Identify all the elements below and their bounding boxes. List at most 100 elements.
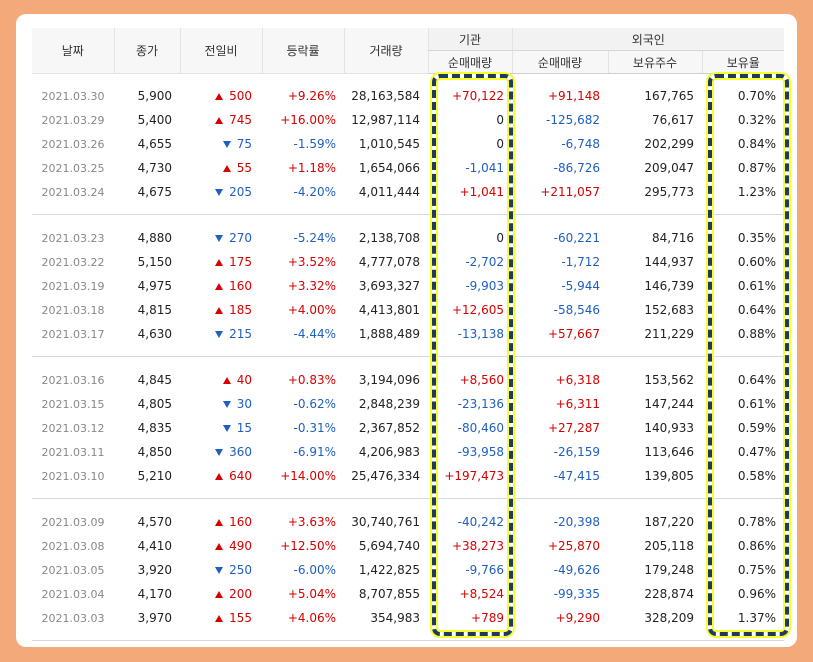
cell-change-value: 745 (229, 113, 252, 127)
group-spacer (32, 204, 784, 215)
cell-close: 4,850 (137, 445, 172, 459)
group-spacer (32, 630, 784, 641)
table-row: 2021.03.12 4,835 15 -0.31% 2,367,852 -80,460 +… (32, 416, 784, 440)
cell-foreign-hold: 228,874 (644, 587, 694, 601)
header-close: 종가 (113, 28, 180, 74)
cell-date: 2021.03.12 (41, 421, 105, 435)
spacer-cell (32, 630, 784, 641)
group-spacer (32, 346, 784, 357)
cell-foreign-hold: 84,716 (652, 231, 694, 245)
cell-change: 55 (180, 156, 262, 180)
cell-volume: 2,367,852 (358, 421, 420, 435)
header-foreign-ratio: 보유율 (701, 50, 785, 74)
cell-foreign-hold: 139,805 (644, 469, 694, 483)
header-foreign-net: 순매매량 (511, 50, 608, 74)
table-row: 2021.03.03 3,970 155 +4.06% 354,983 +789 +9,29… (32, 606, 784, 630)
cell-change-value: 490 (229, 539, 252, 553)
divider-cell (32, 356, 785, 358)
cell-rate: +12.50% (280, 539, 336, 553)
cell-volume: 2,848,239 (358, 397, 420, 411)
cell-close: 4,880 (137, 231, 172, 245)
table-row: 2021.03.30 5,900 500 +9.26% 28,163,584 +70,12… (32, 84, 784, 108)
cell-foreign-hold: 153,562 (644, 373, 694, 387)
cell-foreign-net: +91,148 (547, 89, 600, 103)
down-triangle-icon (215, 189, 224, 196)
cell-foreign-ratio: 0.88% (737, 327, 777, 341)
cell-close: 4,570 (137, 515, 172, 529)
cell-volume: 4,011,444 (358, 185, 420, 199)
cell-rate: +1.18% (287, 161, 336, 175)
cell-rate: -6.91% (293, 445, 336, 459)
cell-volume: 1,654,066 (358, 161, 420, 175)
up-triangle-icon (222, 377, 231, 384)
cell-rate: +4.00% (287, 303, 336, 317)
cell-inst-net: 0 (496, 137, 504, 151)
cell-change-value: 55 (236, 161, 252, 175)
cell-volume: 1,888,489 (358, 327, 420, 341)
cell-change: 500 (180, 84, 262, 108)
cell-inst-net: 0 (496, 113, 504, 127)
table-row: 2021.03.05 3,920 250 -6.00% 1,422,825 -9,766 -… (32, 558, 784, 582)
cell-change: 30 (180, 392, 262, 416)
cell-inst-net: +1,041 (459, 185, 504, 199)
cell-change-value: 360 (229, 445, 252, 459)
cell-change: 160 (180, 510, 262, 534)
up-triangle-icon (215, 307, 224, 314)
cell-foreign-hold: 211,229 (644, 327, 694, 341)
table-row: 2021.03.26 4,655 75 -1.59% 1,010,545 0 -6,748 2… (32, 132, 784, 156)
cell-inst-net: +789 (471, 611, 504, 625)
group-spacer (32, 74, 784, 85)
cell-inst-net: -23,136 (457, 397, 504, 411)
cell-foreign-ratio: 0.64% (737, 373, 777, 387)
cell-foreign-hold: 205,118 (644, 539, 694, 553)
cell-volume: 2,138,708 (358, 231, 420, 245)
cell-foreign-ratio: 0.64% (737, 303, 777, 317)
cell-change: 640 (180, 464, 262, 488)
cell-change-value: 160 (229, 515, 252, 529)
cell-foreign-ratio: 0.96% (737, 587, 777, 601)
cell-change: 75 (180, 132, 262, 156)
header-volume: 거래량 (343, 28, 428, 74)
cell-date: 2021.03.18 (41, 303, 105, 317)
cell-change: 200 (180, 582, 262, 606)
cell-inst-net: -40,242 (457, 515, 504, 529)
cell-close: 3,970 (137, 611, 172, 625)
cell-close: 4,170 (137, 587, 172, 601)
cell-change: 155 (180, 606, 262, 630)
cell-foreign-net: +57,667 (547, 327, 600, 341)
group-spacer (32, 488, 784, 499)
cell-foreign-net: +6,311 (555, 397, 600, 411)
table-row: 2021.03.22 5,150 175 +3.52% 4,777,078 -2,702 -… (32, 250, 784, 274)
cell-rate: +3.63% (287, 515, 336, 529)
cell-change: 250 (180, 558, 262, 582)
cell-date: 2021.03.24 (41, 185, 105, 199)
cell-rate: -1.59% (293, 137, 336, 151)
cell-foreign-net: +25,870 (547, 539, 600, 553)
cell-inst-net: -9,766 (465, 563, 504, 577)
cell-foreign-net: +27,287 (547, 421, 600, 435)
cell-foreign-hold: 147,244 (644, 397, 694, 411)
cell-close: 4,845 (137, 373, 172, 387)
cell-change: 360 (180, 440, 262, 464)
cell-inst-net: +197,473 (444, 469, 504, 483)
cell-date: 2021.03.17 (41, 327, 105, 341)
cell-foreign-ratio: 0.78% (737, 515, 777, 529)
cell-rate: +3.32% (287, 279, 336, 293)
cell-close: 5,210 (137, 469, 172, 483)
cell-volume: 8,707,855 (358, 587, 420, 601)
group-divider (32, 640, 785, 642)
cell-change: 745 (180, 108, 262, 132)
cell-change-value: 30 (236, 397, 252, 411)
down-triangle-icon (215, 331, 224, 338)
cell-foreign-ratio: 0.35% (737, 231, 777, 245)
table-row: 2021.03.11 4,850 360 -6.91% 4,206,983 -93,958… (32, 440, 784, 464)
cell-foreign-ratio: 0.87% (737, 161, 777, 175)
cell-close: 4,975 (137, 279, 172, 293)
cell-change-value: 250 (229, 563, 252, 577)
cell-change: 160 (180, 274, 262, 298)
cell-foreign-net: +211,057 (540, 185, 600, 199)
cell-date: 2021.03.16 (41, 373, 105, 387)
cell-foreign-ratio: 0.61% (737, 397, 777, 411)
cell-rate: +3.52% (287, 255, 336, 269)
cell-inst-net: -93,958 (457, 445, 504, 459)
